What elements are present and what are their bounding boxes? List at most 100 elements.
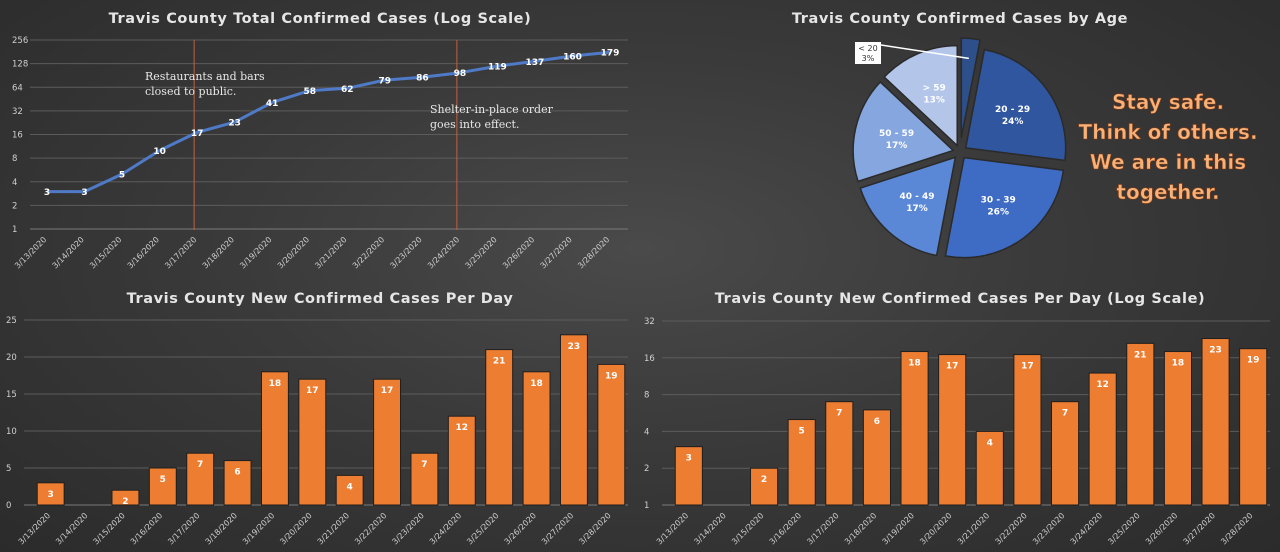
- log-bar-chart-bar: [862, 409, 891, 506]
- event-annotation-text: Restaurants and bars: [145, 70, 265, 83]
- pie-slice: [960, 37, 981, 139]
- line-data-label: 41: [266, 99, 279, 109]
- line-chart-x-tick-label: 3/19/2020: [238, 235, 273, 270]
- pie-slice-percent: 24%: [1002, 117, 1024, 127]
- bar-chart-x-tick-label: 3/15/2020: [91, 511, 126, 546]
- bar-chart-x-tick-label: 3/18/2020: [204, 511, 239, 546]
- line-chart-x-tick-label: 3/13/2020: [13, 235, 48, 270]
- bar-chart-bar: [186, 452, 215, 506]
- new-cases-log-bar-chart: Travis County New Confirmed Cases Per Da…: [644, 291, 1270, 546]
- bar-chart-bar-label: 3: [48, 490, 54, 500]
- log-bar-chart-x-tick-label: 3/14/2020: [692, 511, 727, 546]
- log-bar-chart-bar: [674, 446, 703, 506]
- line-data-label: 23: [228, 119, 241, 129]
- log-bar-chart-bar: [1201, 338, 1230, 506]
- bar-chart-bar-label: 18: [269, 379, 282, 389]
- bar-chart-x-tick-label: 3/22/2020: [353, 511, 388, 546]
- bar-chart-x-tick-label: 3/16/2020: [129, 511, 164, 546]
- pie-slice-label: > 59: [923, 83, 946, 93]
- log-bar-chart-x-tick-label: 3/17/2020: [805, 511, 840, 546]
- log-bar-chart-y-tick-label: 8: [644, 391, 649, 401]
- log-bar-chart-x-tick-label: 3/16/2020: [768, 511, 803, 546]
- log-bar-chart-y-tick-label: 32: [644, 317, 655, 327]
- line-chart-x-tick-label: 3/22/2020: [351, 235, 386, 270]
- bar-chart-x-tick-label: 3/26/2020: [503, 511, 538, 546]
- bar-chart-bar: [373, 378, 402, 506]
- log-bar-chart-x-tick-label: 3/21/2020: [956, 511, 991, 546]
- line-chart-y-tick-label: 2: [12, 201, 17, 211]
- pie-slice-label: 50 - 59: [879, 129, 914, 139]
- bar-chart-bar-label: 7: [421, 460, 427, 470]
- pie-slice-label: 40 - 49: [899, 192, 934, 202]
- bar-chart-bar-label: 12: [456, 423, 469, 433]
- bar-chart-bar-label: 21: [493, 357, 506, 367]
- bar-chart-x-tick-label: 3/27/2020: [540, 511, 575, 546]
- pie-slice-percent: 17%: [906, 204, 928, 214]
- bar-chart-x-tick-label: 3/14/2020: [54, 511, 89, 546]
- line-chart-y-tick-label: 8: [12, 154, 17, 164]
- bar-chart-y-tick-label: 20: [6, 353, 17, 363]
- total-cases-series-line: [47, 50, 611, 194]
- line-data-label: 3: [44, 188, 50, 198]
- line-chart-x-tick-label: 3/15/2020: [88, 235, 123, 270]
- event-annotation-text: closed to public.: [145, 85, 236, 98]
- bar-chart-bar: [36, 482, 65, 506]
- log-bar-chart-x-tick-label: 3/15/2020: [730, 511, 765, 546]
- bar-chart-x-tick-label: 3/23/2020: [390, 511, 425, 546]
- bar-chart-bar-label: 17: [381, 386, 394, 396]
- log-bar-chart-bar-label: 5: [799, 427, 805, 437]
- log-bar-chart-bar: [1088, 372, 1117, 506]
- line-data-label: 10: [153, 147, 166, 157]
- line-chart-x-tick-label: 3/18/2020: [201, 235, 236, 270]
- line-chart-title: Travis County Total Confirmed Cases (Log…: [109, 11, 532, 27]
- log-bar-chart-y-tick-label: 16: [644, 354, 655, 364]
- log-bar-chart-y-tick-label: 4: [644, 427, 649, 437]
- log-bar-chart-bar-label: 19: [1247, 356, 1260, 366]
- pie-slice-percent: 13%: [923, 95, 945, 105]
- bar-chart-title: Travis County New Confirmed Cases Per Da…: [127, 291, 514, 307]
- bar-chart-bar: [485, 349, 514, 506]
- line-chart-x-tick-label: 3/28/2020: [576, 235, 611, 270]
- log-bar-chart-x-tick-label: 3/19/2020: [881, 511, 916, 546]
- line-chart-x-tick-label: 3/26/2020: [501, 235, 536, 270]
- log-bar-chart-bar-label: 4: [987, 438, 993, 448]
- bar-chart-bar: [447, 415, 476, 506]
- line-data-label: 160: [563, 53, 582, 63]
- bar-chart-bar-label: 4: [347, 482, 353, 492]
- log-bar-chart-bar-label: 17: [1021, 362, 1034, 372]
- log-bar-chart-x-tick-label: 3/28/2020: [1219, 511, 1254, 546]
- log-bar-chart-bar-label: 7: [836, 409, 842, 419]
- line-chart-x-tick-label: 3/20/2020: [276, 235, 311, 270]
- line-chart-x-tick-label: 3/23/2020: [388, 235, 423, 270]
- log-bar-chart-bar: [975, 430, 1004, 506]
- log-bar-chart-bar: [1051, 401, 1080, 506]
- bar-chart-y-tick-label: 5: [6, 464, 11, 474]
- log-bar-chart-bar: [1126, 342, 1155, 506]
- bar-chart-bar-label: 6: [234, 468, 240, 478]
- stay-safe-message-line: Stay safe.: [1112, 90, 1224, 114]
- line-chart-y-tick-label: 64: [12, 83, 23, 93]
- bar-chart-x-tick-label: 3/19/2020: [241, 511, 276, 546]
- log-bar-chart-bar: [1013, 354, 1042, 506]
- bar-chart-bar-label: 7: [197, 460, 203, 470]
- line-chart-x-tick-label: 3/14/2020: [51, 235, 86, 270]
- log-bar-chart-bar-label: 17: [946, 362, 959, 372]
- log-bar-chart-bar-label: 2: [761, 475, 767, 485]
- bar-chart-bar: [148, 467, 177, 506]
- log-bar-chart-bar: [1163, 351, 1192, 506]
- line-data-label: 58: [303, 87, 316, 97]
- bar-chart-x-tick-label: 3/21/2020: [316, 511, 351, 546]
- bar-chart-bar: [111, 489, 140, 506]
- bar-chart-x-tick-label: 3/25/2020: [465, 511, 500, 546]
- log-bar-chart-x-tick-label: 3/18/2020: [843, 511, 878, 546]
- log-bar-chart-bar-label: 18: [1172, 359, 1185, 369]
- line-data-label: 179: [601, 49, 620, 59]
- age-pie-chart: Travis County Confirmed Cases by Age < 2…: [792, 11, 1258, 259]
- line-chart-y-tick-label: 1: [12, 225, 17, 235]
- stay-safe-message-line: We are in this: [1090, 150, 1246, 174]
- bar-chart-bar-label: 23: [568, 342, 581, 352]
- bar-chart-x-tick-label: 3/24/2020: [428, 511, 463, 546]
- bar-chart-x-tick-label: 3/20/2020: [278, 511, 313, 546]
- pie-slice: [852, 80, 955, 183]
